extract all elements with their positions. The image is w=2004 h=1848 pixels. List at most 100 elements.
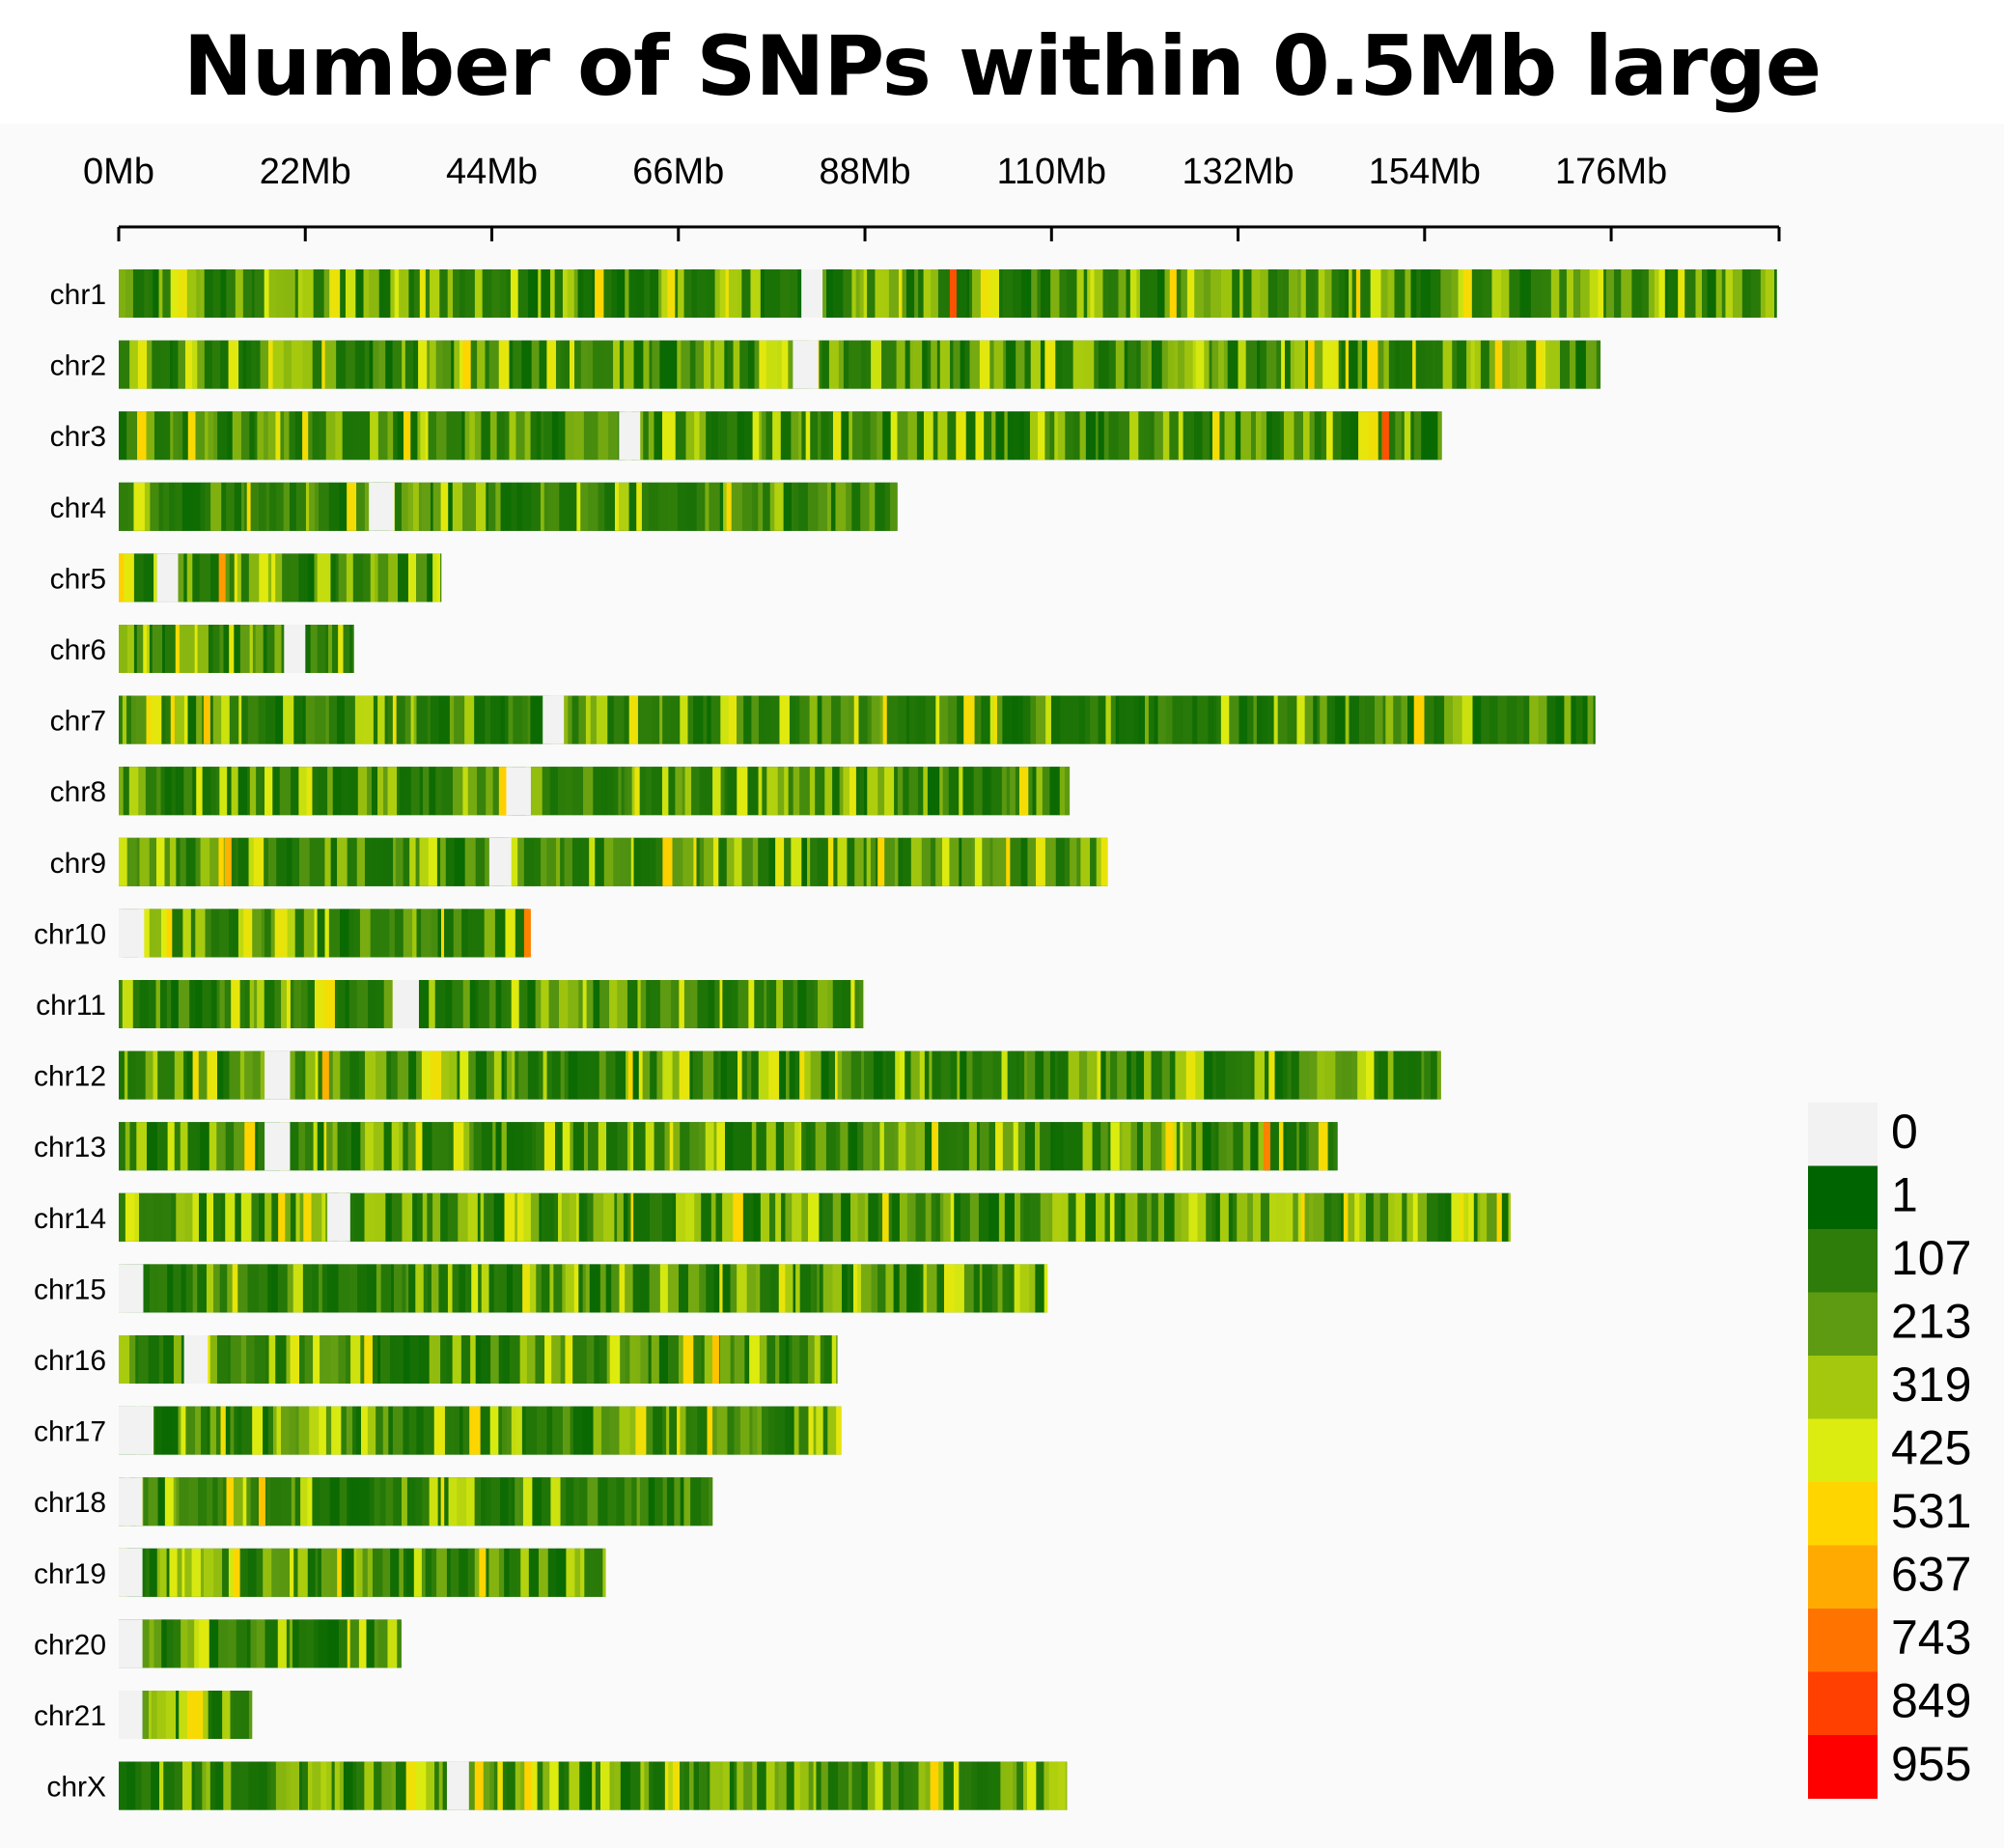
snp-window [931, 340, 938, 389]
snp-window [1247, 1192, 1254, 1242]
snp-window [255, 625, 264, 673]
snp-window [1519, 269, 1532, 318]
snp-window [337, 837, 348, 886]
snp-window [619, 340, 625, 389]
snp-window [523, 837, 536, 886]
snp-window [356, 837, 366, 886]
snp-window [586, 980, 594, 1028]
snp-window [277, 1619, 288, 1668]
snp-window [1631, 269, 1643, 318]
snp-window [541, 269, 551, 318]
snp-window [1001, 1050, 1009, 1100]
snp-window [178, 411, 183, 461]
snp-window [1110, 1122, 1121, 1171]
snp-window [593, 767, 602, 816]
snp-window [908, 767, 919, 816]
snp-window [664, 1122, 671, 1171]
snp-window [208, 1691, 213, 1739]
snp-window [756, 1122, 767, 1171]
snp-window [225, 1192, 236, 1242]
snp-window [672, 1050, 681, 1100]
snp-window [566, 1477, 574, 1526]
snp-window [546, 340, 557, 389]
snp-window [617, 980, 628, 1028]
snp-window [468, 1050, 477, 1100]
snp-window [1424, 695, 1434, 744]
snp-window [617, 269, 626, 318]
snp-window [536, 1122, 545, 1171]
snp-window [1664, 269, 1668, 318]
snp-window [607, 411, 620, 461]
snp-window [364, 340, 370, 389]
snp-window [416, 1050, 423, 1100]
snp-window [469, 980, 476, 1028]
snp-window [298, 767, 307, 816]
snp-window [1732, 269, 1743, 318]
snp-window [474, 411, 482, 461]
snp-window [832, 980, 843, 1028]
snp-window [935, 837, 943, 886]
snp-window [324, 980, 336, 1028]
snp-window [517, 269, 529, 318]
snp-window [1055, 837, 1066, 886]
snp-window [440, 482, 449, 531]
snp-window [1065, 411, 1074, 461]
snp-window [422, 1477, 431, 1526]
snp-window [298, 1619, 304, 1668]
snp-window [1010, 767, 1016, 816]
snp-window [170, 695, 176, 744]
snp-window [527, 980, 537, 1028]
snp-window [614, 482, 620, 531]
snp-window [607, 695, 615, 744]
snp-window [872, 1122, 880, 1171]
snp-window [164, 625, 177, 673]
snp-window [554, 1192, 559, 1242]
snp-window [459, 1264, 466, 1313]
snp-window [649, 980, 661, 1028]
snp-window [654, 1192, 663, 1242]
snp-window [808, 1761, 815, 1810]
snp-window [230, 1691, 234, 1739]
snp-window [1275, 1192, 1287, 1242]
snp-window [1333, 340, 1340, 389]
snp-window [286, 980, 292, 1028]
snp-window [614, 1761, 622, 1810]
snp-window [1309, 411, 1316, 461]
snp-window [480, 1192, 485, 1242]
snp-window [1555, 695, 1565, 744]
snp-window [704, 340, 711, 389]
snp-window [698, 1761, 703, 1810]
snp-window [862, 411, 871, 461]
snp-window [187, 411, 196, 461]
snp-window [692, 1406, 698, 1455]
snp-window [506, 980, 513, 1028]
snp-window [240, 482, 245, 531]
snp-window [677, 482, 688, 531]
snp-window [353, 1548, 357, 1597]
snp-window [1702, 269, 1709, 318]
snp-window [1009, 1264, 1016, 1313]
snp-window [861, 1761, 869, 1810]
snp-window [766, 980, 770, 1028]
snp-window [528, 1548, 540, 1597]
snp-window [894, 837, 899, 886]
snp-window [192, 340, 198, 389]
snp-window [1494, 340, 1503, 389]
snp-window [152, 625, 163, 673]
snp-window [209, 837, 219, 886]
snp-window [873, 1050, 883, 1100]
chromosome-label: chr4 [50, 492, 106, 524]
snp-window [903, 837, 912, 886]
snp-window [853, 695, 859, 744]
snp-window [292, 1619, 299, 1668]
snp-window [1027, 269, 1032, 318]
snp-window [220, 1406, 227, 1455]
snp-window [982, 1050, 993, 1100]
snp-window [469, 1122, 474, 1171]
snp-window [585, 695, 592, 744]
snp-window [399, 269, 409, 318]
snp-window [407, 553, 417, 602]
snp-window [516, 1548, 521, 1597]
snp-window [805, 1122, 812, 1171]
snp-window [1104, 1192, 1111, 1242]
